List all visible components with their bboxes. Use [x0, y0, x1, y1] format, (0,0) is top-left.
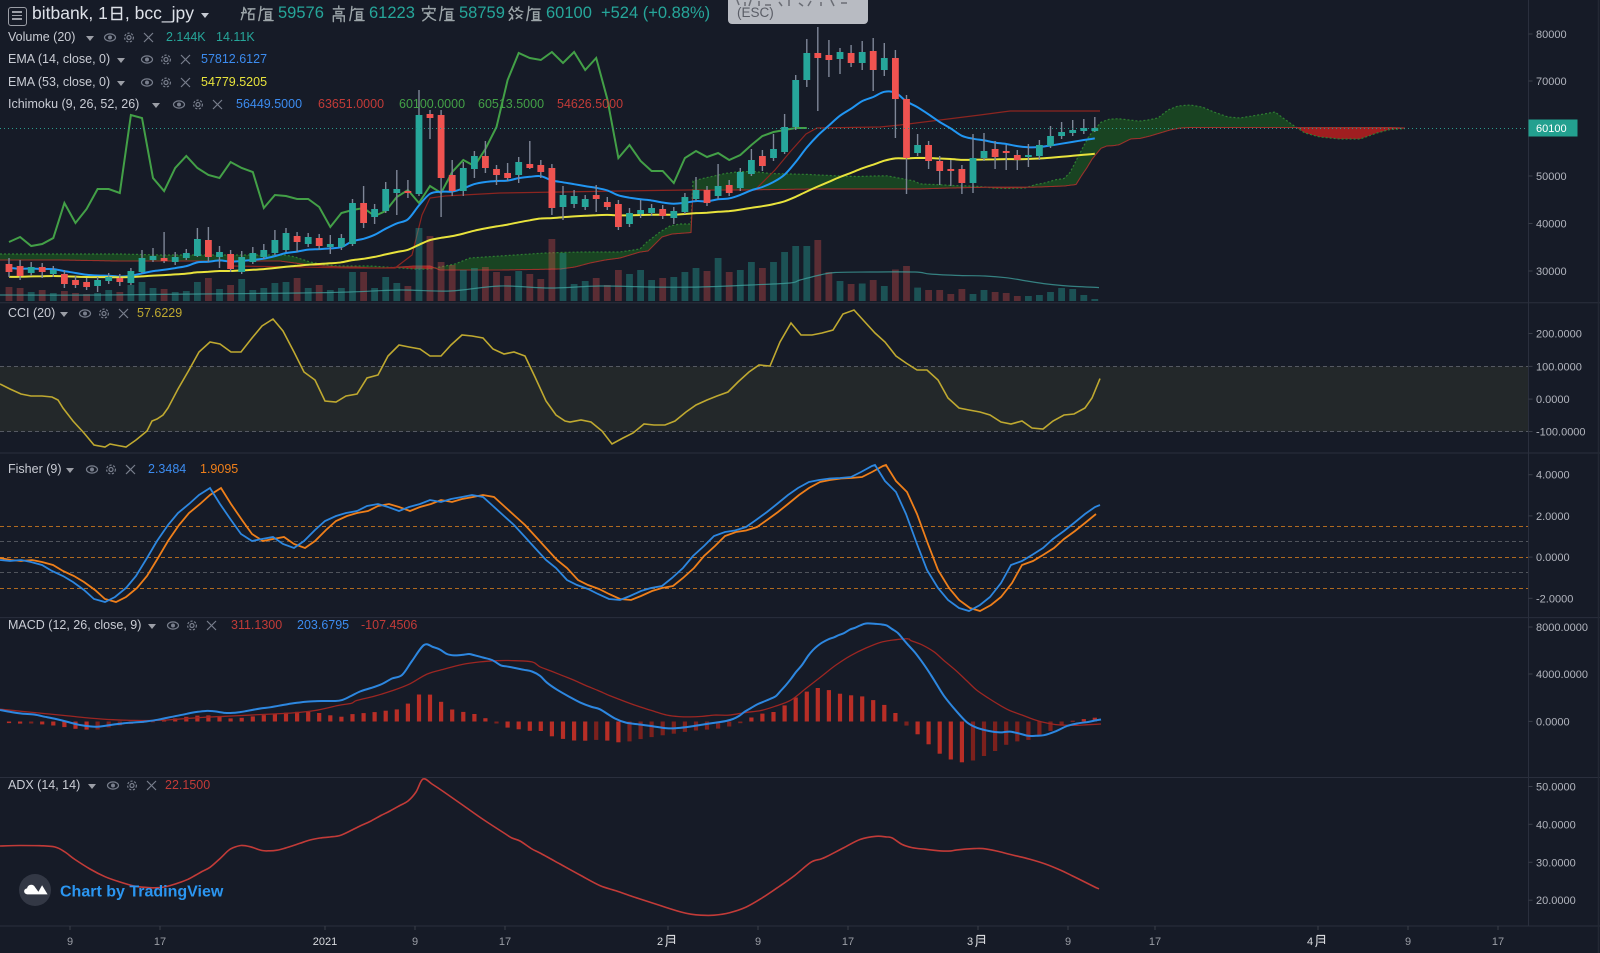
svg-text:-2.0000: -2.0000	[1536, 593, 1573, 605]
svg-text:17: 17	[1149, 936, 1161, 948]
svg-text:2: 2	[657, 936, 663, 948]
svg-text:9: 9	[1065, 936, 1071, 948]
svg-text:80000: 80000	[1536, 29, 1567, 41]
svg-text:17: 17	[842, 936, 854, 948]
svg-text:200.0000: 200.0000	[1536, 329, 1582, 341]
svg-text:20.0000: 20.0000	[1536, 895, 1576, 907]
svg-text:9: 9	[1405, 936, 1411, 948]
svg-text:100.0000: 100.0000	[1536, 361, 1582, 373]
svg-text:30.0000: 30.0000	[1536, 857, 1576, 869]
svg-text:0.0000: 0.0000	[1536, 394, 1570, 406]
svg-text:40.0000: 40.0000	[1536, 819, 1576, 831]
svg-text:17: 17	[154, 936, 166, 948]
svg-text:Chart by TradingView: Chart by TradingView	[60, 884, 224, 901]
svg-text:9: 9	[412, 936, 418, 948]
svg-text:50.0000: 50.0000	[1536, 782, 1576, 794]
svg-text:0.0000: 0.0000	[1536, 716, 1570, 728]
svg-text:17: 17	[499, 936, 511, 948]
svg-text:4: 4	[1307, 936, 1313, 948]
svg-text:9: 9	[67, 936, 73, 948]
svg-text:-100.0000: -100.0000	[1536, 427, 1586, 439]
svg-text:2.0000: 2.0000	[1536, 511, 1570, 523]
svg-text:8000.0000: 8000.0000	[1536, 622, 1588, 634]
svg-text:9: 9	[755, 936, 761, 948]
svg-text:70000: 70000	[1536, 76, 1567, 88]
svg-text:4000.0000: 4000.0000	[1536, 669, 1588, 681]
svg-text:2021: 2021	[313, 936, 337, 948]
svg-text:30000: 30000	[1536, 266, 1567, 278]
svg-text:50000: 50000	[1536, 171, 1567, 183]
svg-text:17: 17	[1492, 936, 1504, 948]
svg-text:4.0000: 4.0000	[1536, 470, 1570, 482]
svg-text:40000: 40000	[1536, 219, 1567, 231]
svg-text:0.0000: 0.0000	[1536, 552, 1570, 564]
svg-text:3: 3	[967, 936, 973, 948]
svg-text:60100: 60100	[1536, 123, 1567, 135]
